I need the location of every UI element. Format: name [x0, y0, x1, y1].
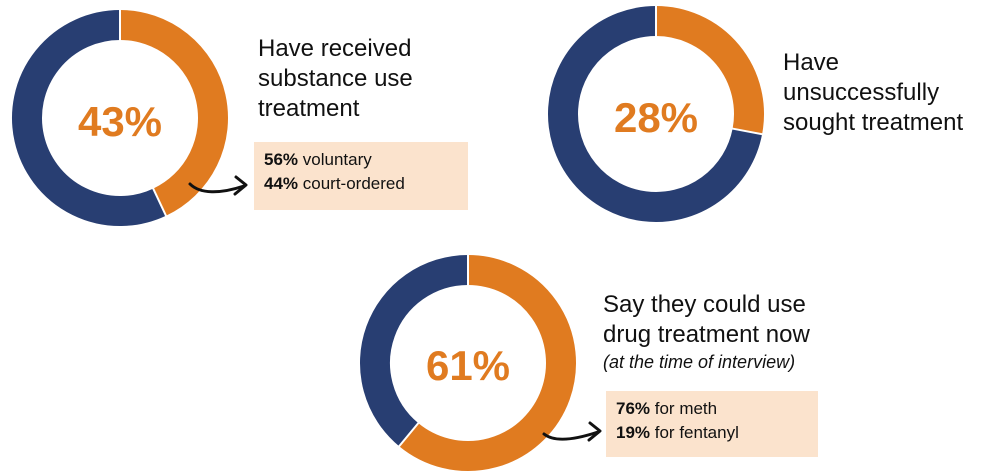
- donut-3-breakdown-box: 76% for meth 19% for fentanyl: [606, 391, 818, 457]
- breakdown-row: 44% court-ordered: [264, 172, 458, 196]
- donut-3-arrow-icon: [542, 421, 602, 442]
- donut-1-center-label: 43%: [77, 98, 163, 145]
- breakdown-text: for fentanyl: [650, 423, 739, 442]
- donut-3-caption: Say they could use drug treatment now (a…: [603, 290, 810, 374]
- donut-2-slice-1: [655, 6, 764, 135]
- breakdown-row: 56% voluntary: [264, 148, 458, 172]
- donut-2-caption-line-3: sought treatment: [783, 109, 964, 136]
- donut-3-separator-2: [397, 421, 420, 448]
- breakdown-pct: 44%: [264, 174, 299, 193]
- donut-1-caption-line-2: substance use: [258, 65, 413, 92]
- breakdown-pct: 76%: [616, 399, 651, 418]
- breakdown-row: 19% for fentanyl: [616, 421, 808, 445]
- donut-2-center-label: 28%: [613, 94, 699, 141]
- donut-2-caption: Have unsuccessfully sought treatment: [783, 48, 963, 138]
- donut-1-caption-line-3: treatment: [258, 95, 360, 122]
- breakdown-row: 76% for meth: [616, 397, 808, 421]
- breakdown-pct: 56%: [264, 150, 299, 169]
- donut-3-caption-line-2: drug treatment now: [603, 321, 810, 348]
- breakdown-text: court-ordered: [298, 174, 405, 193]
- breakdown-text: voluntary: [298, 150, 372, 169]
- donut-3-slice-1: [399, 255, 576, 471]
- donut-3-caption-note: (at the time of interview): [603, 352, 796, 372]
- donut-2-slice-2: [548, 6, 763, 222]
- breakdown-pct: 19%: [616, 423, 651, 442]
- donut-1-separator-2: [151, 187, 168, 218]
- donut-2-caption-line-1: Have: [783, 49, 840, 76]
- donut-3-slice-2: [360, 255, 469, 447]
- breakdown-text: for meth: [650, 399, 718, 418]
- donut-3-center-label: 61%: [425, 342, 511, 389]
- donut-1-caption: Have received substance use treatment: [258, 34, 413, 124]
- donut-1-slice-1: [119, 10, 228, 216]
- donut-1-caption-line-1: Have received: [258, 35, 412, 62]
- donut-1-arrow-icon: [188, 175, 248, 196]
- donut-2-caption-line-2: unsuccessfully: [783, 79, 940, 106]
- donut-1-breakdown-box: 56% voluntary 44% court-ordered: [254, 142, 468, 210]
- donut-2-separator-2: [731, 127, 764, 136]
- donut-3-caption-line-1: Say they could use: [603, 291, 806, 318]
- donut-1-slice-2: [12, 10, 166, 226]
